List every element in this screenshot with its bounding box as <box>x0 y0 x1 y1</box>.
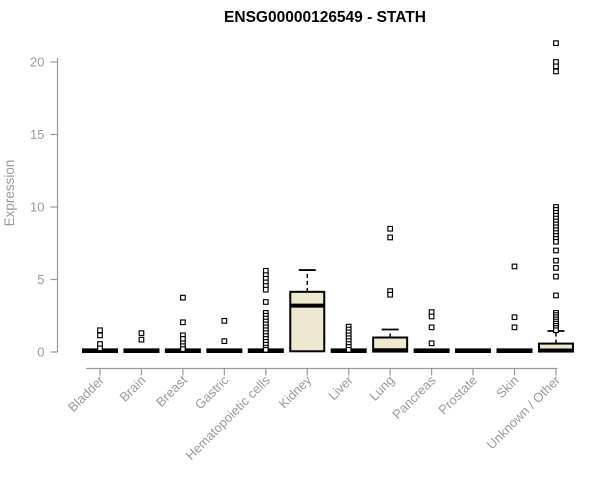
outlier-point <box>138 336 145 343</box>
outlier-point <box>553 40 559 47</box>
outlier-point <box>511 263 518 270</box>
outlier-point <box>387 225 394 232</box>
category-label: Brain <box>116 373 148 405</box>
category-label: Breast <box>153 372 190 409</box>
outlier-point <box>553 257 559 264</box>
category-label: Bladder <box>65 372 108 415</box>
category-label: Unknown / Other <box>483 372 563 452</box>
outlier-point <box>428 324 435 331</box>
outlier-point <box>387 234 394 241</box>
outlier-point <box>387 291 394 298</box>
category-label: Liver <box>325 372 356 403</box>
outlier-point <box>553 265 559 271</box>
outlier-point <box>553 327 559 334</box>
outlier-point <box>221 338 228 345</box>
outlier-point <box>180 346 186 352</box>
outlier-point <box>180 294 186 301</box>
outlier-point <box>553 273 559 280</box>
y-tick-label: 0 <box>37 345 44 360</box>
outlier-point <box>180 319 186 326</box>
outlier-point <box>262 286 269 293</box>
category-label: Pancreas <box>389 372 439 422</box>
outlier-point <box>553 68 559 75</box>
y-tick-label: 5 <box>37 272 44 287</box>
chart-title: ENSG00000126549 - STATH <box>224 9 426 26</box>
outlier-point <box>553 292 559 299</box>
outlier-point <box>97 345 103 352</box>
box-kidney <box>289 290 326 353</box>
outlier-point <box>428 313 435 320</box>
outlier-point <box>553 238 559 245</box>
outlier-point <box>221 317 228 324</box>
outlier-point <box>262 346 269 353</box>
outlier-point <box>97 327 103 334</box>
outlier-point <box>428 340 435 347</box>
y-tick-label: 20 <box>30 55 44 70</box>
outlier-point <box>138 330 145 337</box>
outlier-point <box>553 63 559 70</box>
outlier-point <box>511 324 518 331</box>
y-tick-label: 15 <box>30 127 44 142</box>
outlier-point <box>97 332 103 339</box>
y-tick-label: 10 <box>30 200 44 215</box>
outlier-point <box>345 346 352 353</box>
category-label: Skin <box>493 373 521 401</box>
y-axis-title: Expression <box>2 160 17 227</box>
outlier-point <box>262 299 269 305</box>
category-label: Kidney <box>276 372 315 411</box>
outlier-point <box>553 247 559 254</box>
outlier-point <box>511 314 518 321</box>
category-label: Lung <box>366 373 397 404</box>
category-label: Prostate <box>435 373 480 418</box>
category-label: Gastric <box>192 372 232 412</box>
